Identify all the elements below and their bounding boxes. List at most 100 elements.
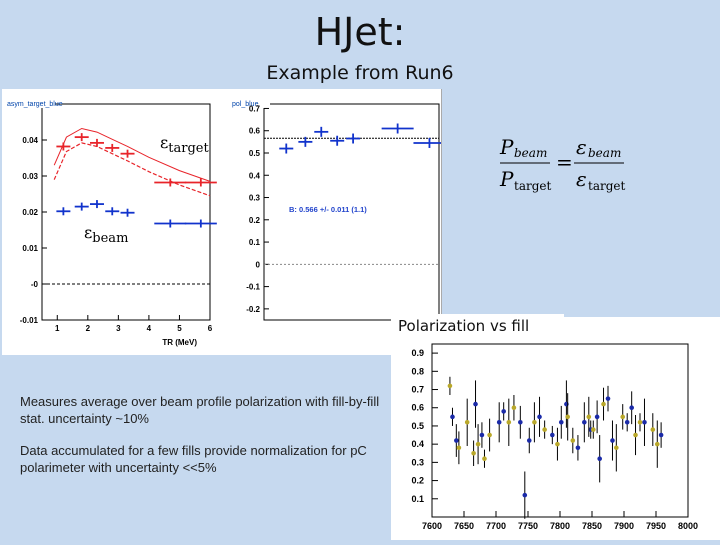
fill-y-tick-label: 0.4 [411,439,424,449]
pol-y-tick-label: -0.2 [246,305,260,314]
yellow-fill-point [482,456,487,462]
asym-y-tick-label: 0.04 [22,136,38,145]
pol-y-tick-label: -0.1 [246,283,260,292]
blue-fill-point [473,401,478,407]
asym-plot-title: asym_target_blue [7,101,63,108]
paragraph-2: Data accumulated for a few fills provide… [20,443,367,475]
yellow-fill-point [456,445,462,451]
blue-fill-point [597,456,602,462]
blue-fill-point [518,420,523,425]
yellow-fill-point [570,438,576,443]
blue-fill-point [479,432,485,438]
blue-fill-point [582,420,587,425]
yellow-fill-point [542,427,547,432]
model-curve-dashed [53,142,211,197]
yellow-fill-point [506,420,512,425]
slide-title: HJet: [314,10,406,54]
pol-y-tick-label: 0.1 [249,238,261,247]
yellow-fill-point [601,401,606,407]
yellow-fill-point [590,427,596,432]
blue-fill-point [450,414,455,420]
yellow-fill-point [447,383,453,389]
blue-fill-point [526,438,532,443]
blue-fill-point [550,432,555,438]
yellow-fill-point [487,432,492,438]
blue-fill-point [610,438,615,443]
paragraph-1: Measures average over beam profile polar… [20,394,380,426]
pol-y-tick-label: 0.3 [249,194,261,203]
fill-y-tick-label: 0.1 [411,494,424,504]
yellow-fill-point [620,414,626,420]
asymmetry-plots-panel: asym_target_blue -0.01 -0 0.01 0.02 0.03 0.04… [2,89,442,355]
pol-y-tick-label: 0 [256,260,261,269]
fill-x-tick-label: 7650 [454,521,474,531]
blue-fill-point [522,492,528,498]
fill-x-tick-label: 7700 [486,521,506,531]
blue-fill-point [558,420,564,425]
yellow-fill-point [650,427,656,432]
yellow-fill-point [633,432,638,438]
svg-text:=: = [556,150,573,174]
blue-fill-point [658,432,664,438]
blue-fill-point [496,420,502,425]
yellow-fill-point [654,441,660,447]
fill-x-tick-label: 7750 [518,521,538,531]
blue-fill-point [594,414,600,420]
svg-text:beam: beam [588,146,621,160]
asym-x-tick-label: 3 [116,324,121,333]
svg-text:P: P [499,135,514,159]
blue-fill-point [642,420,647,425]
epsilon-beam-label: εbeam [84,223,129,246]
svg-text:beam: beam [514,146,547,160]
fill-x-tick-label: 7850 [582,521,602,531]
pol-plot-title: pol_blue [232,101,259,108]
fill-y-tick-label: 0.5 [411,421,424,431]
polarization-vs-fill-title: Polarization vs fill [392,314,564,338]
asym-x-tick-label: 6 [208,324,213,333]
asym-y-tick-label: -0.01 [20,316,39,325]
pol-y-tick-label: 0.2 [249,216,261,225]
polarization-vs-fill-chart: 0.1 0.2 0.3 0.4 0.5 0.6 0.7 0.8 0.9 7600 7650 7700… [391,317,720,540]
svg-text:target: target [514,179,551,193]
fill-x-tick-label: 8000 [678,521,698,531]
blue-fill-point [537,414,542,420]
asym-y-tick-label: 0.01 [22,244,38,253]
asym-x-tick-label: 1 [55,324,60,333]
yellow-fill-point [614,445,619,451]
pol-y-tick-label: 0.4 [249,171,261,180]
svg-text:ε: ε [576,135,587,159]
yellow-fill-point [471,450,476,456]
asym-y-tick-label: 0.03 [22,172,38,181]
fill-y-tick-label: 0.7 [411,385,424,395]
fill-x-tick-label: 7800 [550,521,570,531]
fill-x-tick-label: 7950 [646,521,666,531]
yellow-fill-point [532,420,537,425]
pol-y-tick-label: 0.6 [249,127,261,136]
description-text: Measures average over beam profile polar… [20,393,380,491]
polarization-ratio-formula: P beam P target = ε beam ε target [499,135,625,193]
yellow-fill-point [637,420,643,425]
blue-fill-point [454,438,459,443]
pol-y-tick-label: 0.7 [249,104,261,113]
pol-y-tick-label: 0.5 [249,149,261,158]
asym-x-tick-label: 2 [86,324,91,333]
blue-fill-point [501,409,506,414]
blue-fill-point [575,445,581,451]
fill-y-tick-label: 0.8 [411,366,424,376]
svg-text:P: P [499,167,514,191]
fill-y-tick-label: 0.9 [411,348,424,358]
fit-result-label: B: 0.566 +/- 0.011 (1.1) [289,205,367,214]
yellow-fill-point [586,414,592,420]
yellow-fill-point [565,414,570,420]
svg-text:ε: ε [576,167,587,191]
fill-y-tick-label: 0.6 [411,403,424,413]
asym-y-tick-label: 0.02 [22,208,38,217]
asym-x-tick-label: 5 [177,324,182,333]
svg-text:target: target [588,179,625,193]
blue-fill-point [605,396,611,401]
yellow-fill-point [475,441,481,447]
blue-fill-point [629,405,634,411]
blue-fill-point [624,420,630,425]
yellow-fill-point [511,405,517,411]
model-curve [53,127,211,182]
